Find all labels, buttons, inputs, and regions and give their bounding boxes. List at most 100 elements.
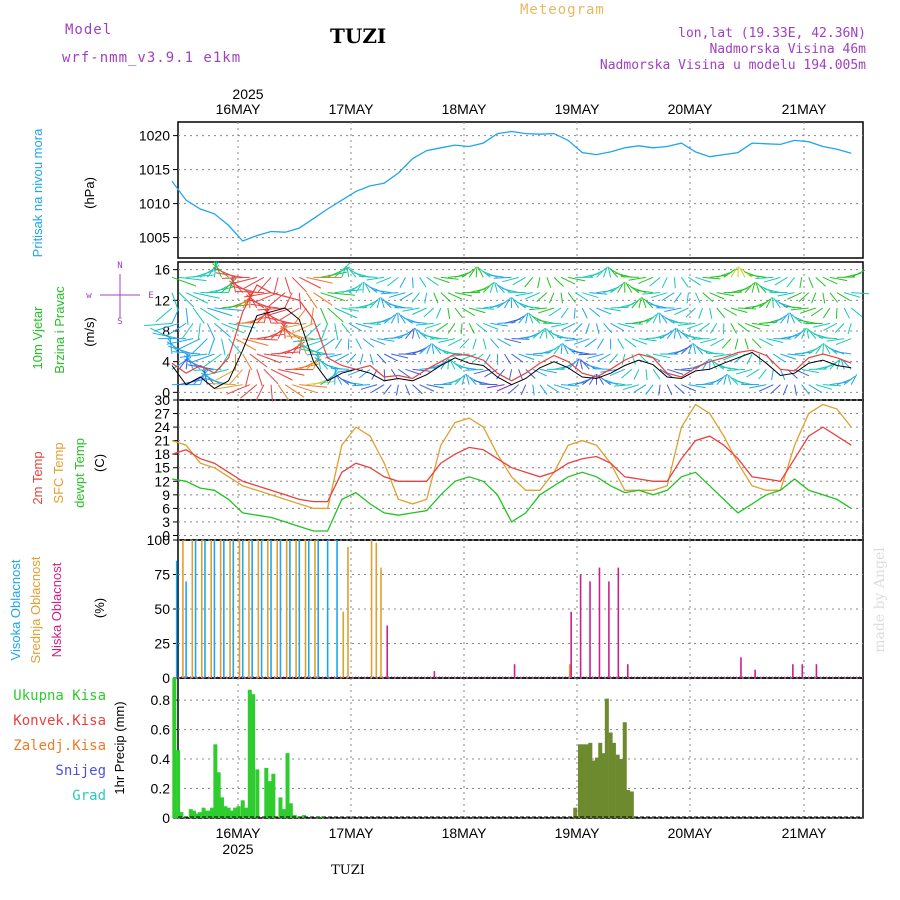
wind-arrow [380,292,399,295]
wind-arrow [524,277,534,288]
wind-arrow [221,277,237,294]
wind-arrow [822,292,826,304]
wind-arrow [399,292,413,301]
precip-bar [233,807,238,818]
y-tick-label: 12 [154,473,170,489]
wind-arrow [171,307,180,325]
wind-arrow [525,331,541,340]
wind-arrow [263,368,279,385]
wind-arrow [316,338,335,352]
y-tick-label: 0 [162,670,170,686]
wind-arrow [419,344,430,355]
wind-arrow [773,297,781,309]
precip-bar [615,754,620,818]
wind-arrow [702,358,710,370]
wind-arrow [560,362,576,370]
pressure-ylabels: Pritisak na nivou mora (hPa) [30,128,97,257]
wind-arrow [537,277,541,289]
top-day-label: 21MAY [782,101,828,117]
y-tick-label: 50 [154,601,170,617]
wind-arrow [808,384,822,393]
wind-arrow [187,364,215,370]
wind-arrow [537,307,555,314]
compass-e: E [148,291,153,301]
wind-arrow [702,292,714,302]
wind-arrow [631,319,650,324]
mid-cloud-axis-title: Srednja Oblacnost [28,556,43,663]
wind-arrow [423,334,441,340]
wind-arrow [468,267,477,278]
wind-arrow [228,276,235,293]
precip-bar [271,773,276,818]
wind-arrow [529,313,541,324]
wind-arrow [553,276,564,287]
wind-arrow [405,350,423,355]
wind-arrow [294,307,307,324]
wind-arrow [305,292,318,309]
wind-arrow [620,276,639,278]
wind-arrow [787,292,802,300]
wind-arrow [681,344,692,355]
precip-bar [176,750,181,818]
legend-convective: Konvek.Kisa [13,713,106,729]
wind-arrow [300,348,328,355]
wind-arrow [765,297,772,309]
t2m-axis-title: 2m Temp [30,451,45,504]
wind-arrow [807,328,817,339]
wind-arrow [673,327,677,339]
wind-arrow [497,299,509,309]
wind-arrow [589,292,608,295]
wind-arrow [621,368,633,379]
wind-arrow [758,384,774,392]
wind-arrow [794,384,797,396]
compass-rose: N w E S [86,261,153,327]
wind-arrow [688,276,701,286]
precip-bar [264,767,269,818]
wind-arrow [710,338,725,347]
wind-arrow [369,338,386,346]
wind-arrow [721,338,732,349]
wind-arrow [504,297,511,309]
y-tick-label: 8 [162,323,170,339]
wind-arrow [149,327,173,340]
wind-arrow [431,343,435,355]
top-day-label: 18MAY [442,101,488,117]
wind-arrow [461,373,466,385]
wind-arrow [376,276,392,284]
wind-arrow [730,323,738,334]
wind-ylabels: 10m Vjetar Brzina i Pravac (m/s) N w E S [30,261,154,374]
wind-arrow [595,323,600,335]
wind-arrow [419,277,427,288]
precip-bar [247,689,252,818]
wind-arrow [560,276,576,285]
wind-arrow [215,272,243,278]
temp-ylabels: 2m Temp SFC Temp dewpt Temp (C) [30,438,107,508]
wind-arrow [529,307,547,311]
wind-arrow [822,307,831,319]
wind-arrow [371,384,385,393]
wind-arrow [826,338,845,342]
wind-arrow [586,353,604,359]
wind-arrow [327,292,356,296]
wind-arrow [468,307,486,314]
wind-arrow [631,353,636,365]
wind-arrow [494,281,498,293]
wind-arrow [676,328,682,339]
wind-arrow [412,384,423,395]
wind-arrow [208,338,215,356]
cloud-unit: (%) [92,598,107,618]
y-tick-label: 27 [154,406,170,422]
wind-arrow [774,276,788,286]
wind-arrow [833,350,852,355]
wind-arrow [451,353,470,357]
wind-arrow [532,368,548,377]
wind-arrow [330,367,349,370]
wind-arrow [221,276,250,279]
wind-arrow [373,289,392,294]
cloud-ylabels: Visoka Oblacnost Srednja Oblacnost Niska… [8,556,107,663]
wind-arrow [341,307,360,312]
model-name: wrf-nmm_v3.9.1 e1km [62,50,241,66]
wind-arrow [206,323,216,340]
wind-arrow [314,357,335,370]
wind-arrow [815,384,833,390]
